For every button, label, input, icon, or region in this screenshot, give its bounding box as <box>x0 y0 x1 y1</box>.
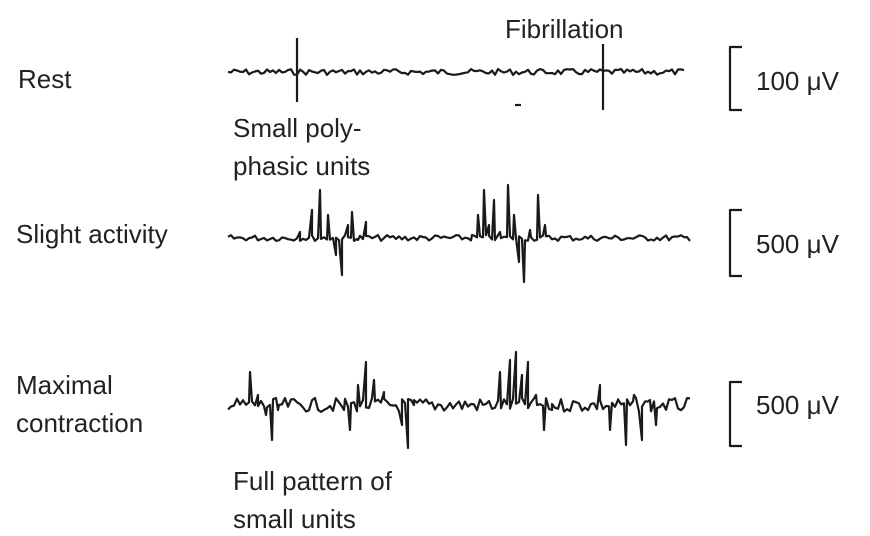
row-label: Maximal <box>16 370 113 400</box>
traces <box>227 67 691 450</box>
annotation: Full pattern of <box>233 466 393 496</box>
annotation: Fibrillation <box>505 14 624 44</box>
scale-bracket <box>728 208 742 278</box>
scale-bracket <box>728 380 742 448</box>
scale-bracket <box>728 45 742 112</box>
scale-label: 500 μV <box>756 229 840 259</box>
annotation: small units <box>233 504 356 534</box>
annotation: Small poly- <box>233 113 362 143</box>
emg-trace <box>227 183 691 284</box>
scale-label: 500 μV <box>756 390 840 420</box>
row-label: Rest <box>18 64 72 94</box>
row-label: Slight activity <box>16 219 168 249</box>
row-label: contraction <box>16 408 143 438</box>
emg-trace <box>227 350 691 450</box>
scale-label: 100 μV <box>756 66 840 96</box>
annotation: phasic units <box>233 151 370 181</box>
emg-trace <box>227 67 685 77</box>
